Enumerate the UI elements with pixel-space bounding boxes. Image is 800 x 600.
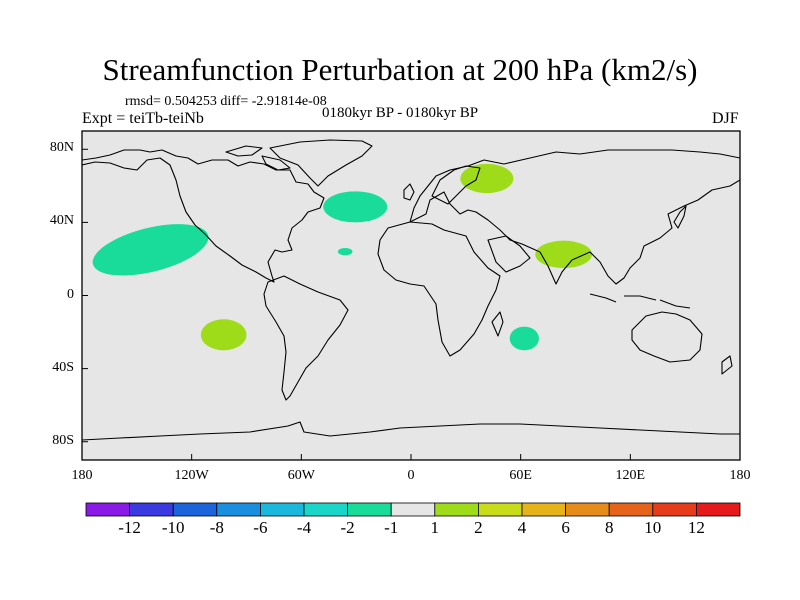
anomaly-tropical-atlantic-negative [337,247,353,256]
legend-label: 12 [687,518,705,537]
lon-tick-label: 120E [615,468,646,483]
legend-label: -1 [384,518,399,537]
legend-swatch [696,502,741,517]
anomaly-scandinavia-positive [460,163,514,194]
legend-swatch [129,502,174,517]
coast-arctic-islands [225,145,291,171]
legend-label: 8 [604,518,614,537]
coast-arabia [487,235,531,273]
legend-swatch [608,502,654,517]
legend-label: -2 [340,518,355,537]
period-label: 0180kyr BP - 0180kyr BP [322,105,479,121]
anomaly-north-pacific-negative [92,224,209,276]
legend-label: -6 [253,518,268,537]
lon-tick-label: 180 [71,468,93,483]
lon-tick-label: 120W [174,468,209,483]
legend-swatch [85,502,130,517]
map-background [82,131,740,460]
lon-tick-label: 180 [729,468,751,483]
coast-south-america [263,275,349,401]
lat-tick-label: 80S [52,432,74,448]
lon-tick-label: 0 [407,468,415,483]
legend-label: -8 [209,518,224,537]
coast-japan [673,205,687,229]
legend-swatch [565,502,610,517]
coast-indonesia [589,293,691,309]
plot-title: Streamfunction Perturbation at 200 hPa (… [102,52,698,87]
legend-label: -4 [296,518,312,537]
legend-swatch [521,502,566,517]
legend-label: 1 [430,518,440,537]
legend-swatch [390,502,436,517]
coast-new-zealand [721,355,733,375]
anomaly-south-pacific-positive [200,319,247,351]
legend-swatch [434,502,479,517]
lat-tick-label: 80N [49,140,74,156]
lat-tick-label: 40S [52,359,74,375]
experiment-label: Expt = teiTb-teiNb [82,110,204,127]
coast-africa [377,221,501,357]
coast-greenland [269,139,373,187]
legend-label: 4 [517,518,527,537]
coast-australia [631,311,703,363]
coast-eurasia [409,149,740,285]
anomaly-south-asia-positive [535,240,592,269]
coast-north-america [82,149,325,283]
lon-tick-label: 60E [509,468,532,483]
legend-swatch [259,502,305,517]
legend-swatch [477,502,523,517]
legend-swatch [172,502,218,517]
lat-tick-label: 0 [67,286,74,302]
coast-antarctica [82,421,740,441]
legend-swatch [347,502,392,517]
lat-tick-label: 40N [49,213,74,229]
anomaly-southern-indian-negative [509,326,539,351]
legend-label: -10 [161,518,185,537]
coast-scandinavia [431,165,481,205]
legend-swatch [303,502,348,517]
coast-madagascar [491,311,504,337]
lon-tick-label: 60W [287,468,315,483]
legend-label: 2 [474,518,483,537]
legend-swatch [652,502,697,517]
anomaly-north-atlantic-negative [323,191,388,223]
legend-label: -12 [118,518,141,537]
coast-british-isles [403,183,415,201]
stats-text: rmsd= 0.504253 diff= -2.91814e-08 [125,94,327,109]
legend-label: 6 [561,518,570,537]
legend-label: 10 [644,518,662,537]
season-label: DJF [712,110,739,127]
legend-swatch [216,502,261,517]
